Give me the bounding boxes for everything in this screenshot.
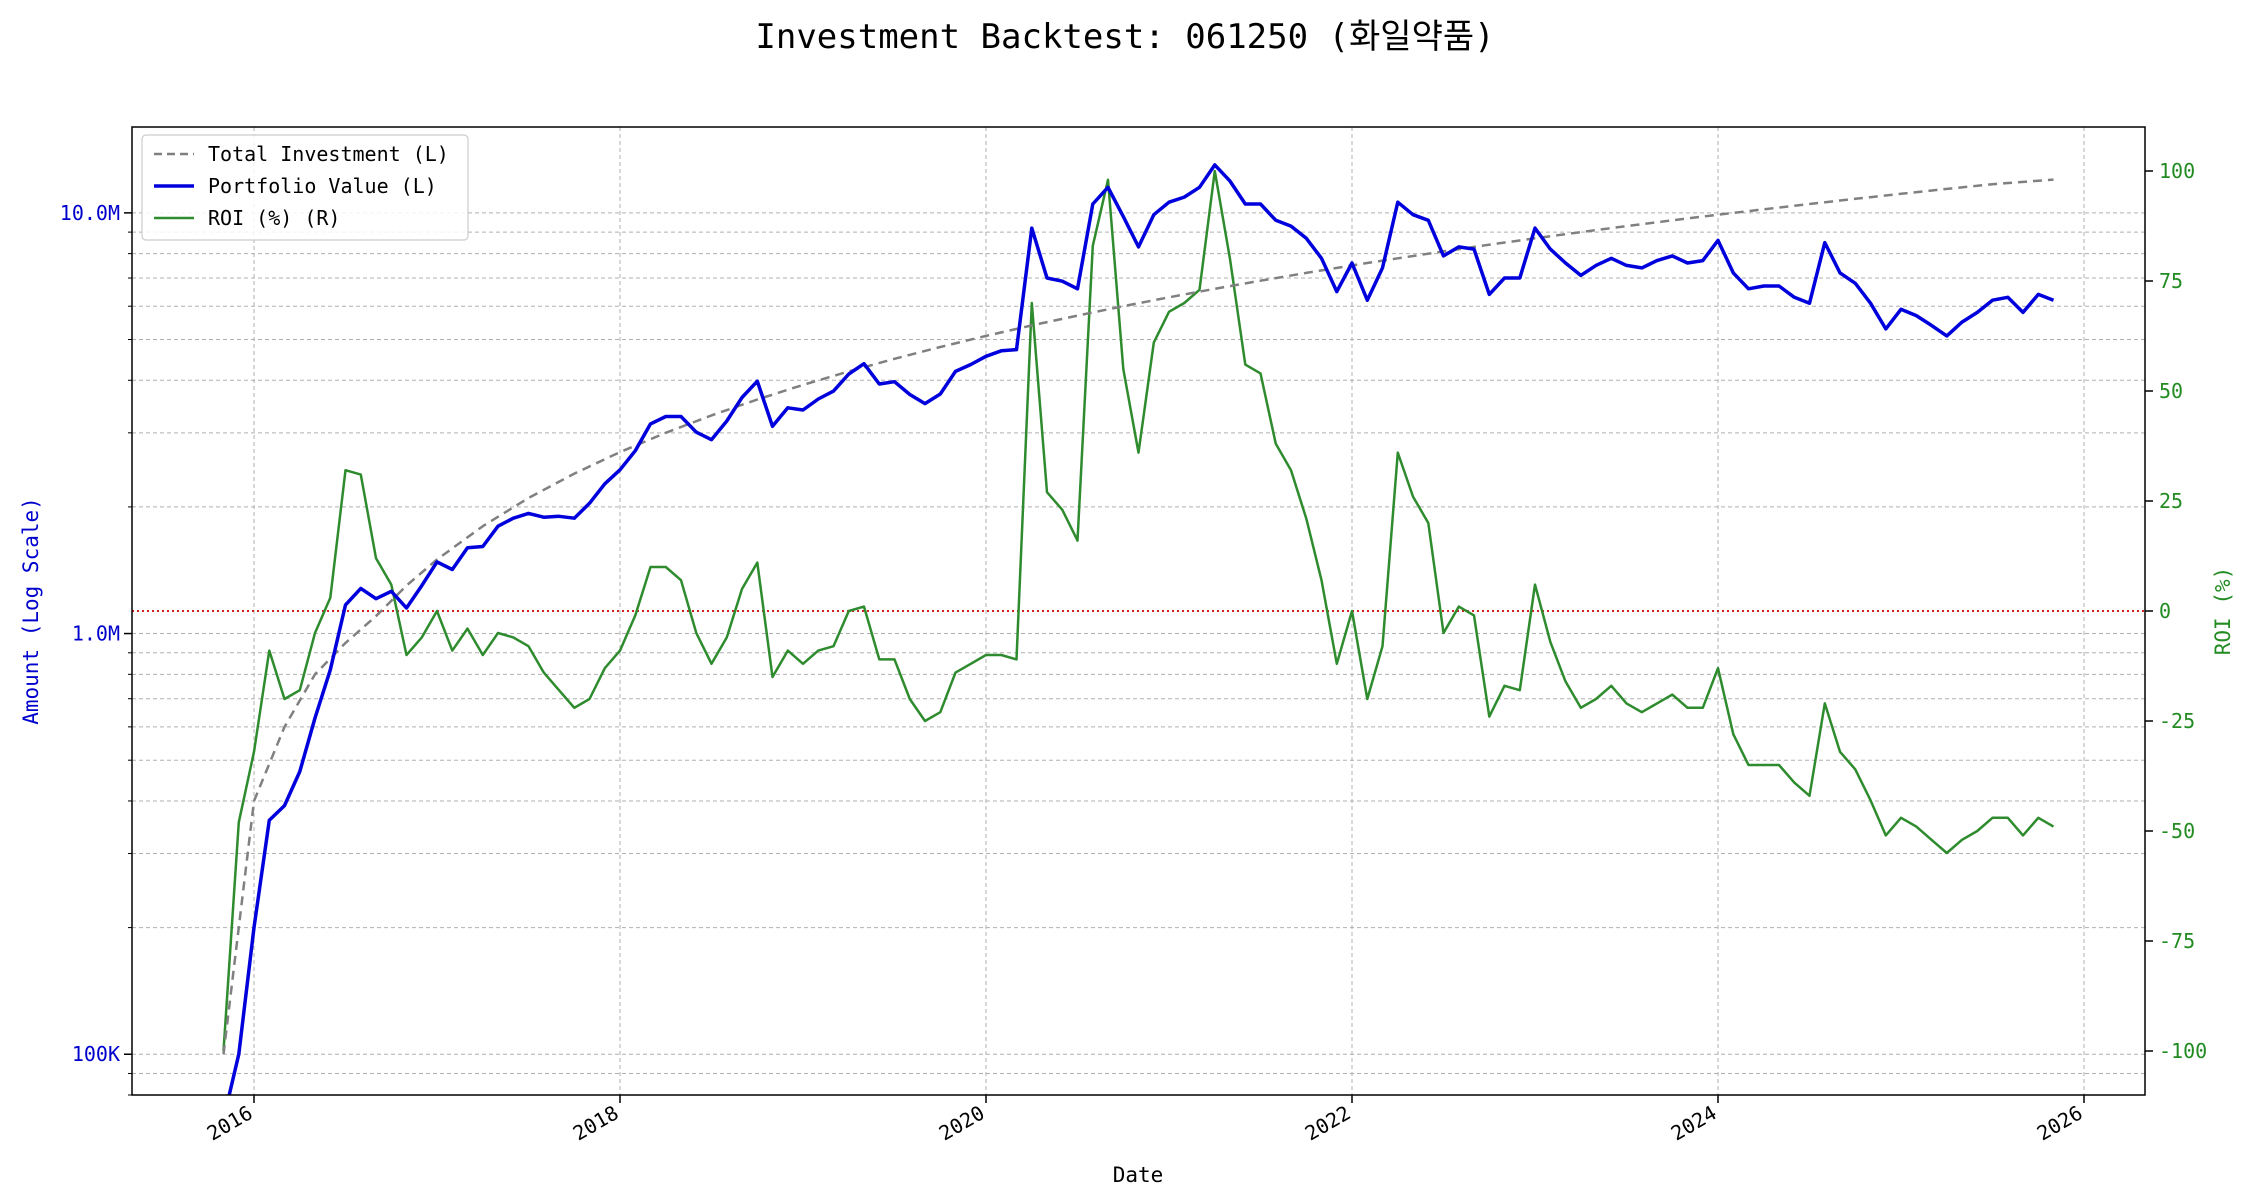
x-tick-label: 2016 [203, 1101, 257, 1146]
right-tick-label: 100 [2159, 159, 2195, 183]
right-tick-label: 50 [2159, 379, 2183, 403]
legend-label-portfolio-value: Portfolio Value (L) [208, 174, 437, 198]
left-axis-label: Amount (Log Scale) [19, 497, 43, 725]
x-axis-label: Date [1113, 1163, 1164, 1187]
portfolio-value-line [227, 163, 2055, 1095]
x-tick-label: 2024 [1667, 1101, 1721, 1146]
left-axis-ticks: 10.0M 1.0M 100K [60, 201, 132, 1096]
right-tick-label: -100 [2159, 1039, 2207, 1063]
left-tick-label: 100K [72, 1042, 120, 1066]
total-investment-line [222, 178, 2054, 1055]
legend-box [141, 134, 469, 241]
x-tick-label: 2022 [1301, 1101, 1355, 1146]
series-layer [132, 163, 2145, 1095]
right-tick-label: 75 [2159, 269, 2183, 293]
left-tick-label: 1.0M [72, 622, 120, 646]
legend-label-roi: ROI (%) (R) [208, 206, 340, 230]
roi-line [222, 169, 2055, 1052]
legend-label-total-investment: Total Investment (L) [208, 142, 449, 166]
x-axis-ticks: 2016 2018 2020 2022 2024 2026 [203, 1095, 2087, 1145]
right-axis-ticks: 100 75 50 25 0 -25 -50 -75 -100 [2145, 159, 2207, 1063]
right-tick-label: 25 [2159, 489, 2183, 513]
right-tick-label: -25 [2159, 709, 2195, 733]
right-tick-label: -75 [2159, 929, 2195, 953]
x-tick-label: 2018 [569, 1101, 623, 1146]
chart-title: Investment Backtest: 061250 (화일약품) [755, 17, 1494, 57]
right-tick-label: -50 [2159, 819, 2195, 843]
left-tick-label: 10.0M [60, 201, 120, 225]
right-axis-label: ROI (%) [2211, 567, 2235, 656]
right-tick-label: 0 [2159, 599, 2171, 623]
legend: Total Investment (L) Portfolio Value (L)… [141, 134, 469, 241]
x-tick-label: 2026 [2033, 1101, 2087, 1146]
x-tick-label: 2020 [935, 1101, 989, 1146]
